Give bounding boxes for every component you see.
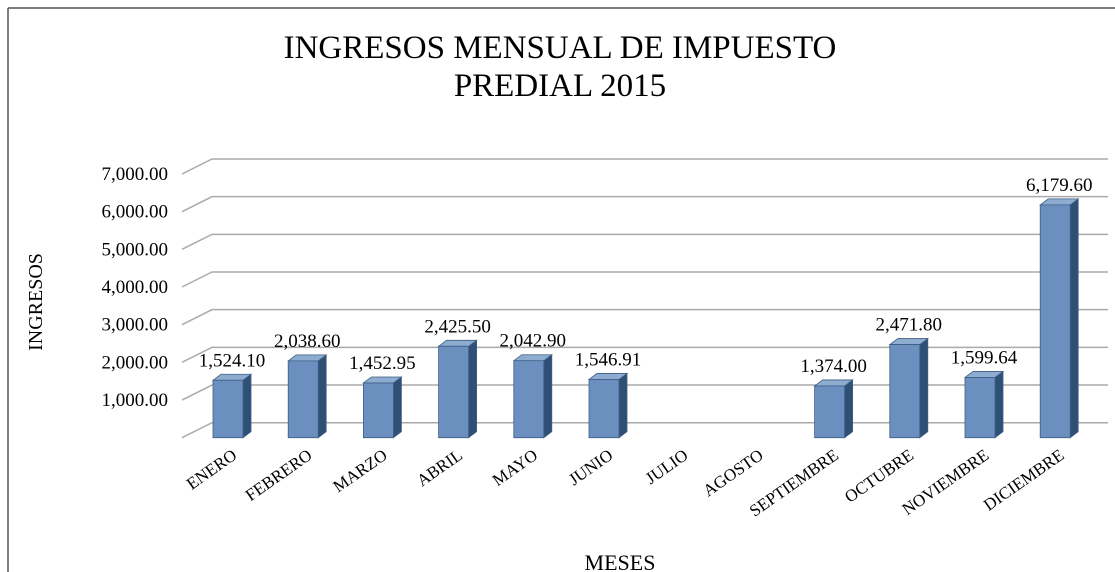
y-tick-label: 2,000.00 [102, 352, 169, 373]
y-tick-label: 7,000.00 [102, 164, 169, 185]
x-tick-label: MARZO [329, 445, 390, 496]
x-tick-label: ENERO [183, 445, 240, 493]
x-tick-label: FEBRERO [242, 445, 316, 504]
axis-floor [181, 421, 1108, 439]
y-tick-label: 6,000.00 [102, 202, 169, 223]
x-axis-label: MESES [585, 550, 656, 572]
chart-title: PREDIAL 2015 [454, 68, 666, 104]
bar [1038, 198, 1080, 439]
bar-front [588, 379, 620, 439]
value-label: 2,038.60 [274, 331, 341, 352]
grid-line [181, 308, 1108, 326]
bar-side [543, 353, 553, 439]
value-label: 1,524.10 [199, 350, 266, 371]
bar-side [618, 372, 628, 439]
value-label: 2,042.90 [500, 331, 567, 352]
bar [211, 373, 253, 439]
bar-side [242, 373, 252, 439]
x-tick-label: AGOSTO [700, 445, 767, 500]
grid-line [181, 384, 1108, 401]
y-tick-label: 3,000.00 [102, 315, 169, 336]
y-tick-label: 5,000.00 [102, 239, 169, 260]
value-label: 1,546.91 [575, 349, 642, 370]
bar-front [1039, 204, 1071, 439]
x-tick-label: ABRIL [413, 445, 466, 490]
bar [963, 370, 1005, 439]
y-tick-label: 4,000.00 [102, 277, 169, 298]
x-tick-label: JUNIO [565, 445, 616, 489]
bar [587, 372, 629, 439]
grid-line [181, 158, 1108, 175]
bar [437, 339, 478, 439]
bar [512, 353, 553, 439]
bar-side [844, 379, 853, 439]
bar-front [438, 345, 470, 439]
grid-line [181, 233, 1108, 251]
value-label: 1,374.00 [800, 356, 867, 377]
bar [888, 337, 929, 439]
bar-front [513, 360, 545, 439]
bar-side [468, 339, 478, 439]
value-label: 2,471.80 [876, 315, 943, 336]
chart-title: INGRESOS MENSUAL DE IMPUESTO [284, 30, 837, 66]
bar [287, 354, 328, 439]
x-tick-label: MAYO [489, 445, 541, 489]
bar-front [362, 382, 394, 439]
bar [362, 376, 403, 439]
bar-side [994, 370, 1004, 439]
grid-line [181, 195, 1108, 213]
bar-side [919, 337, 929, 439]
x-tick-label: JULIO [642, 445, 692, 488]
bar-front [964, 377, 996, 439]
y-tick-label: 1,000.00 [102, 390, 169, 411]
grid-line [181, 271, 1108, 288]
bar-front [814, 385, 845, 439]
x-tick-label: DICIEMBRE [980, 445, 1067, 514]
bar-front [889, 344, 921, 439]
bar-front [212, 379, 244, 439]
bar-side [1069, 198, 1079, 439]
value-label: 1,452.95 [349, 353, 416, 374]
value-label: 6,179.60 [1026, 175, 1093, 196]
bar-side [317, 354, 327, 439]
bar [813, 379, 854, 439]
bar-front [287, 360, 319, 439]
y-axis-label: INGRESOS [25, 253, 47, 351]
grid-line [181, 346, 1108, 364]
bar-side [392, 376, 402, 439]
value-label: 2,425.50 [424, 316, 491, 337]
value-label: 1,599.64 [951, 347, 1018, 368]
